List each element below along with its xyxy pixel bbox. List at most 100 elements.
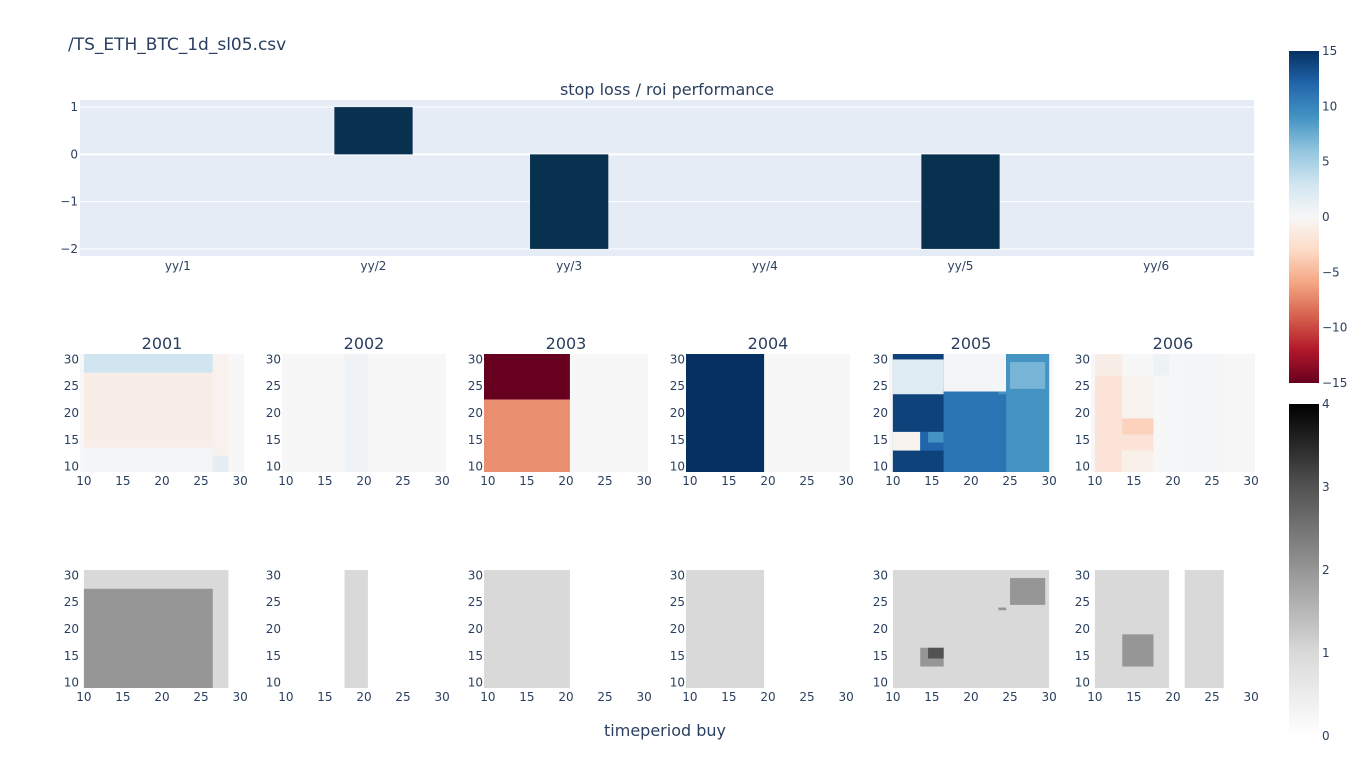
- colorbar-tick-label: 1: [1322, 646, 1330, 660]
- heatmap-cell: [1184, 570, 1224, 688]
- heatmap-y-tick-label: 10: [1075, 460, 1090, 474]
- heatmap-x-tick-label: 15: [115, 690, 130, 704]
- heatmap-y-tick-label: 30: [1075, 568, 1090, 582]
- heatmap-y-tick-label: 25: [266, 595, 281, 609]
- heatmap-panel: 2004 10 15 20 25 30 30 25 20 15 10: [670, 334, 854, 488]
- bar-y-tick-label: −1: [60, 195, 78, 209]
- heatmap-x-tick-label: 30: [1041, 690, 1056, 704]
- bar-x-tick-label: yy/6: [1143, 259, 1169, 273]
- heatmap-y-tick-label: 30: [670, 352, 685, 366]
- heatmap-x-tick-label: 20: [558, 690, 573, 704]
- heatmap-cell: [484, 354, 570, 400]
- heatmap-x-tick-label: 25: [1002, 690, 1017, 704]
- colorbar-tick-label: 4: [1322, 397, 1330, 411]
- heatmap-x-tick-label: 30: [232, 690, 247, 704]
- heatmap-panel: 10 15 20 25 30 30 25 20 15 10: [1075, 568, 1259, 704]
- heatmap-cell: [1094, 354, 1123, 376]
- heatmap-y-tick-label: 30: [468, 568, 483, 582]
- heatmap-panel: 10 15 20 25 30 30 25 20 15 10: [670, 568, 854, 704]
- heatmap-y-tick-label: 25: [64, 595, 79, 609]
- heatmap-cell: [892, 431, 921, 451]
- heatmap-x-tick-label: 10: [682, 474, 697, 488]
- heatmap-y-tick-label: 25: [670, 595, 685, 609]
- heatmap-x-tick-label: 15: [924, 474, 939, 488]
- heatmap-cell: [1122, 375, 1154, 419]
- heatmap-cell: [1094, 375, 1123, 472]
- heatmap-x-tick-label: 30: [1041, 474, 1056, 488]
- heatmap-cell: [686, 354, 765, 472]
- heatmap-y-tick-label: 15: [64, 433, 79, 447]
- heatmap-cell: [1010, 578, 1046, 605]
- heatmap-x-tick-label: 30: [838, 474, 853, 488]
- heatmap-x-tick-label: 25: [597, 690, 612, 704]
- colorbar-tick-label: 15: [1322, 44, 1337, 58]
- heatmap-cell: [83, 447, 213, 472]
- heatmap-cell: [928, 647, 944, 659]
- heatmap-panel: 2006 10 15 20 25 30 30 25 20 15 10: [1075, 334, 1259, 488]
- heatmap-cell: [892, 354, 944, 360]
- heatmap-panel-title: 2001: [142, 334, 183, 353]
- heatmap-y-tick-label: 25: [468, 379, 483, 393]
- heatmap-cell: [344, 354, 368, 472]
- heatmap-x-tick-label: 30: [636, 690, 651, 704]
- heatmap-x-tick-label: 20: [558, 474, 573, 488]
- heatmap-x-tick-label: 20: [154, 690, 169, 704]
- heatmap-cell: [943, 354, 1007, 392]
- heatmap-cell: [892, 394, 944, 432]
- heatmap-x-tick-label: 10: [278, 690, 293, 704]
- heatmap-cell: [484, 399, 570, 472]
- heatmap-cell: [228, 354, 244, 472]
- heatmap-x-tick-label: 30: [1243, 474, 1258, 488]
- heatmap-x-tick-label: 10: [682, 690, 697, 704]
- heatmap-cell: [928, 431, 944, 443]
- heatmap-y-tick-label: 25: [1075, 379, 1090, 393]
- heatmap-x-tick-label: 30: [434, 690, 449, 704]
- heatmap-y-tick-label: 20: [266, 622, 281, 636]
- heatmap-y-tick-label: 30: [266, 352, 281, 366]
- heatmap-y-tick-label: 10: [266, 460, 281, 474]
- heatmap-y-tick-label: 20: [266, 406, 281, 420]
- heatmap-panel: 10 15 20 25 30 30 25 20 15 10: [266, 568, 450, 704]
- heatmap-x-tick-label: 25: [395, 690, 410, 704]
- heatmap-y-tick-label: 25: [1075, 595, 1090, 609]
- heatmap-x-tick-label: 15: [317, 690, 332, 704]
- heatmap-x-tick-label: 15: [721, 474, 736, 488]
- heatmap-x-tick-label: 15: [1126, 474, 1141, 488]
- bar-x-tick-label: yy/4: [752, 259, 778, 273]
- heatmap-y-tick-label: 15: [468, 433, 483, 447]
- heatmap-panel-title: 2006: [1153, 334, 1194, 353]
- heatmap-cell: [943, 391, 1007, 472]
- heatmap-panel: 2005 10 15 20 25 30 30 25 20 15 10: [873, 334, 1057, 488]
- colorbar-tick-label: −5: [1322, 265, 1340, 279]
- heatmap-cell: [212, 455, 229, 472]
- heatmap-x-tick-label: 20: [963, 474, 978, 488]
- heatmap-x-tick-label: 20: [760, 690, 775, 704]
- bar-chart: stop loss / roi performance 1 0 −1 −2 yy/1 yy…: [60, 80, 1254, 273]
- heatmap-cell: [998, 391, 1007, 395]
- heatmap-panel: 2002 10 15 20 25 30 30 25 20 15 10: [266, 334, 450, 488]
- heatmap-cell: [83, 372, 213, 448]
- heatmap-x-tick-label: 15: [519, 690, 534, 704]
- heatmap-cell: [83, 588, 213, 688]
- colorbar-tick-label: 0: [1322, 210, 1330, 224]
- heatmap-y-tick-label: 20: [64, 622, 79, 636]
- heatmap-x-tick-label: 15: [1126, 690, 1141, 704]
- heatmap-y-tick-label: 15: [873, 433, 888, 447]
- heatmap-y-tick-label: 15: [670, 649, 685, 663]
- heatmap-y-tick-label: 30: [873, 568, 888, 582]
- bar-yy/5: [921, 154, 1000, 249]
- performance-colorbar: [1289, 51, 1319, 383]
- colorbar-tick-label: 3: [1322, 480, 1330, 494]
- heatmap-y-tick-label: 25: [468, 595, 483, 609]
- heatmap-y-tick-label: 20: [468, 622, 483, 636]
- bar-y-tick-label: 0: [70, 147, 78, 161]
- count-colorbar: [1289, 404, 1319, 736]
- heatmap-cell: [344, 570, 368, 688]
- heatmap-y-tick-label: 30: [1075, 352, 1090, 366]
- heatmap-y-tick-label: 15: [468, 649, 483, 663]
- heatmap-y-tick-label: 30: [468, 352, 483, 366]
- heatmap-x-tick-label: 25: [1002, 474, 1017, 488]
- colorbar-tick-label: 2: [1322, 563, 1330, 577]
- heatmap-x-tick-label: 15: [519, 474, 534, 488]
